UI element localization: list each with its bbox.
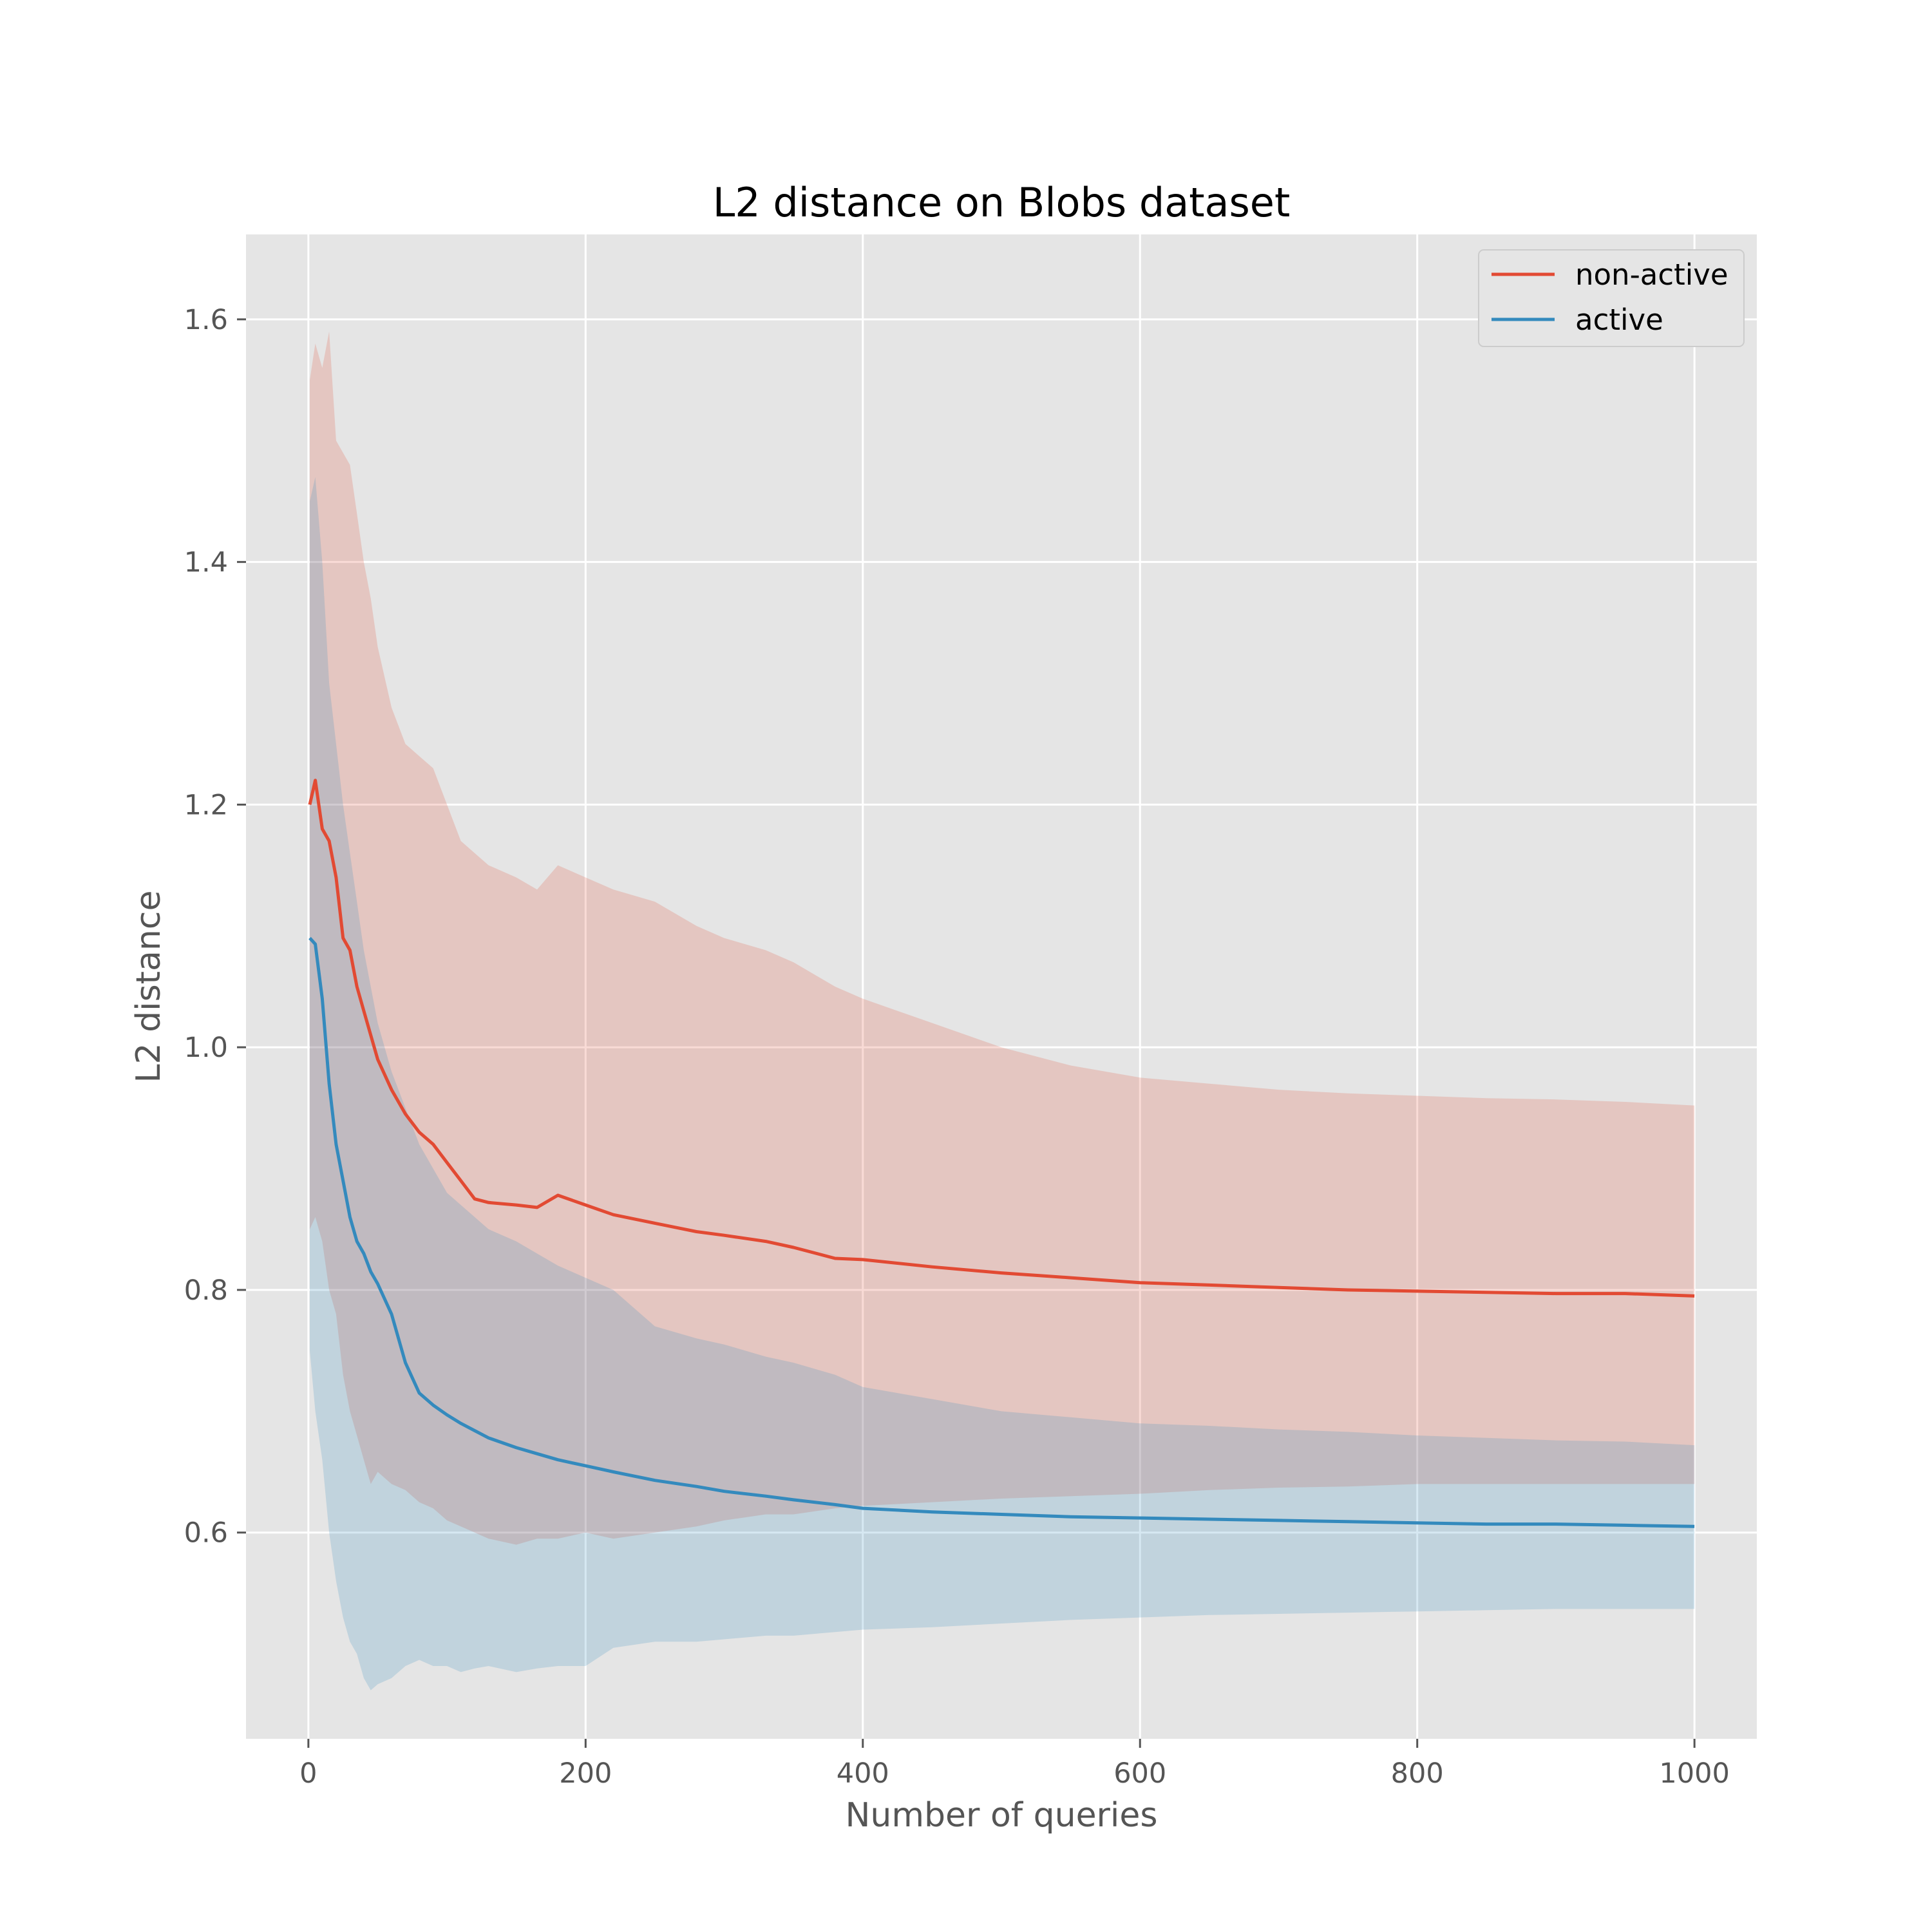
line-non-active: [308, 779, 1695, 1298]
axis-ticks: 0 200 400 600 800 1000 0.6 0.8 1.0 1.2 1.4 1.6: [184, 304, 1730, 1790]
plot-area: [246, 234, 1757, 1739]
x-axis-label: Number of queries: [846, 1796, 1158, 1835]
y-axis-label: L2 distance: [129, 891, 168, 1083]
legend: non-active active: [1478, 249, 1745, 347]
legend-label-non-active: non-active: [1575, 258, 1728, 292]
y-tick-label: 0.8: [184, 1274, 228, 1307]
band-non-active: [310, 331, 1695, 1545]
x-tick-label: 800: [1391, 1757, 1444, 1790]
x-tick-label: 200: [559, 1757, 612, 1790]
confidence-bands: [310, 331, 1695, 1690]
line-active: [308, 936, 1695, 1528]
x-tick-label: 600: [1113, 1757, 1166, 1790]
legend-label-active: active: [1575, 303, 1663, 337]
y-tick-label: 1.4: [184, 547, 228, 579]
x-tick-label: 1000: [1659, 1757, 1729, 1790]
y-tick-label: 1.0: [184, 1032, 228, 1064]
x-tick-label: 400: [837, 1757, 889, 1790]
grid: [246, 234, 1757, 1739]
x-tick-label: 0: [299, 1757, 317, 1790]
y-tick-label: 1.2: [184, 789, 228, 821]
series-lines: [308, 779, 1695, 1528]
chart-title: L2 distance on Blobs dataset: [713, 179, 1291, 226]
band-active: [310, 477, 1695, 1690]
y-tick-label: 0.6: [184, 1517, 228, 1549]
y-tick-label: 1.6: [184, 304, 228, 336]
